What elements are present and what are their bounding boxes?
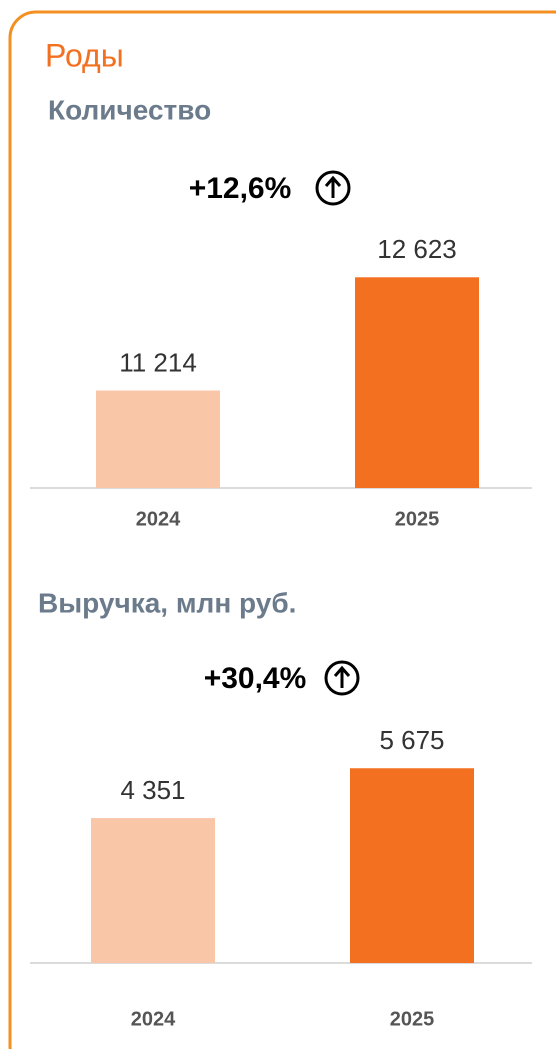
chart-subtitle: Выручка, млн руб.	[38, 587, 296, 618]
up-arrow-icon	[315, 170, 351, 206]
up-arrow-icon	[324, 660, 360, 696]
value-label: 5 675	[379, 725, 444, 755]
value-label: 12 623	[377, 234, 457, 264]
category-label: 2025	[395, 508, 440, 530]
bar	[96, 390, 220, 488]
category-label: 2025	[390, 1008, 435, 1030]
up-arrow-icon	[324, 175, 342, 198]
card-title: Роды	[45, 37, 124, 73]
category-label: 2024	[136, 508, 181, 530]
value-label: 11 214	[119, 347, 197, 377]
growth-annotation: +30,4%	[204, 662, 307, 695]
growth-annotation: +12,6%	[189, 172, 292, 205]
chart-subtitle: Количество	[48, 94, 211, 125]
category-label: 2024	[131, 1008, 176, 1030]
value-label: 4 351	[120, 775, 185, 805]
bar	[91, 818, 215, 963]
up-arrow-icon	[333, 665, 351, 688]
bar	[355, 277, 479, 488]
bar	[350, 768, 474, 963]
